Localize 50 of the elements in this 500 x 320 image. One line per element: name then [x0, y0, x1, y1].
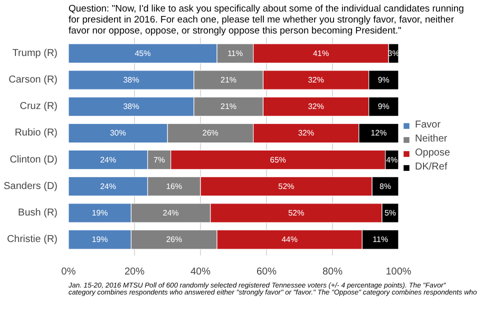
x-tick-label: 60%: [256, 266, 277, 278]
x-tick-label: 80%: [322, 266, 343, 278]
data-label: 26%: [202, 128, 218, 138]
y-tick-label: Carson (R): [8, 74, 58, 86]
x-tick-label: 40%: [190, 266, 211, 278]
legend-label: Neither: [415, 134, 448, 144]
data-label: 12%: [370, 128, 387, 138]
data-label: 52%: [278, 182, 294, 191]
legend-label: Favor: [415, 120, 441, 130]
data-label: 32%: [308, 76, 324, 85]
chart-title: Question: "Now, I'd like to ask you specifically about some of the individual candidates running for president in 2016. For each one, please tell me whether you strongly favor, favor, neither favor nor oppose, oppose, or strongly oppose this person becoming President.": [68, 4, 464, 36]
data-label: 19%: [92, 235, 108, 244]
data-label: 21%: [220, 102, 237, 112]
data-label: 21%: [220, 76, 237, 85]
data-label: 30%: [110, 128, 126, 138]
data-label: 45%: [134, 48, 151, 58]
y-tick-label: Rubio (R): [14, 128, 58, 139]
data-label: 11%: [227, 48, 243, 58]
data-label: 19%: [92, 208, 108, 218]
data-label: 38%: [123, 102, 140, 112]
x-tick-label: 100%: [386, 266, 412, 278]
data-label: 65%: [270, 155, 286, 164]
data-label: 11%: [372, 235, 388, 244]
y-tick-label: Trump (R): [12, 48, 58, 59]
y-tick-label: Christie (R): [6, 234, 58, 246]
data-label: 52%: [288, 208, 304, 218]
data-label: 24%: [162, 208, 179, 218]
data-label: 24%: [100, 182, 116, 191]
x-tick-label: 20%: [124, 266, 145, 278]
x-tick-label: 0%: [61, 266, 76, 278]
data-label: 8%: [380, 182, 392, 191]
data-label: 16%: [166, 182, 182, 191]
y-tick-label: Clinton (D): [10, 154, 58, 166]
data-label: 41%: [312, 48, 329, 58]
data-label: 26%: [166, 235, 182, 244]
data-label: 32%: [308, 102, 324, 112]
data-label: 44%: [282, 235, 298, 244]
data-label: 5%: [384, 208, 396, 218]
data-label: 7%: [153, 155, 166, 164]
data-label: 9%: [378, 76, 390, 85]
legend-label: DK/Ref: [415, 162, 448, 172]
y-tick-label: Cruz (R): [20, 101, 58, 112]
data-label: 32%: [298, 128, 314, 138]
y-tick-label: Sanders (D): [4, 180, 58, 192]
y-tick-label: Bush (R): [18, 207, 58, 218]
data-label: 24%: [100, 155, 116, 164]
data-label: 38%: [123, 76, 140, 85]
legend-label: Oppose: [415, 148, 450, 158]
data-label: 9%: [378, 102, 390, 112]
data-label: 4%: [386, 155, 398, 164]
